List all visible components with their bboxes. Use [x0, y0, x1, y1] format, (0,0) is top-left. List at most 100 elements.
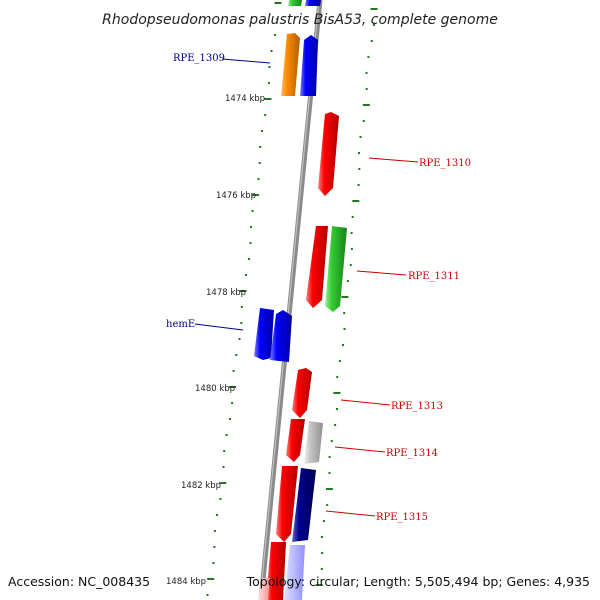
kbp-label: 1476 kbp	[216, 191, 256, 201]
gene-feature-red-bottom[interactable]	[266, 542, 286, 600]
gc-skew-mark	[328, 472, 331, 474]
gc-skew-mark	[315, 584, 323, 586]
gene-feature-heme-2[interactable]	[270, 310, 292, 362]
gc-skew-mark	[346, 280, 349, 282]
gc-skew-mark	[219, 498, 222, 500]
gc-skew-mark	[359, 136, 362, 138]
gc-skew-mark	[206, 594, 209, 596]
gc-skew-mark	[365, 72, 368, 74]
gc-skew-mark	[225, 434, 228, 436]
gc-skew-track-left	[206, 2, 282, 596]
gc-skew-mark	[207, 578, 215, 580]
gc-skew-mark	[259, 146, 262, 148]
gc-skew-mark	[350, 248, 353, 250]
gc-skew-mark	[229, 386, 237, 388]
gc-skew-mark	[321, 536, 323, 538]
gc-skew-mark	[365, 88, 368, 90]
gc-skew-mark	[274, 2, 282, 4]
gc-skew-mark	[232, 370, 235, 372]
gene-label-rpe-1309[interactable]: RPE_1309	[173, 53, 225, 64]
gene-feature-palered-bottom[interactable]	[258, 578, 270, 600]
gc-skew-mark	[338, 360, 341, 362]
gc-skew-mark	[330, 440, 333, 442]
gene-feature-red-1311a[interactable]	[306, 226, 328, 308]
kbp-label: 1484 kbp	[166, 577, 206, 587]
gc-skew-mark	[244, 274, 247, 276]
gc-skew-mark	[229, 418, 231, 420]
gc-skew-mark	[213, 530, 216, 532]
accession-text: Accession: NC_008435	[8, 574, 150, 589]
genome-backbone	[258, 0, 323, 600]
gene-label-heme[interactable]: hemE	[166, 319, 195, 330]
gene-feature-rpe-1315[interactable]	[292, 468, 316, 542]
gc-skew-mark	[322, 520, 325, 522]
gene-label-rpe-1310[interactable]: RPE_1310	[419, 158, 471, 169]
kbp-label: 1474 kbp	[225, 94, 265, 104]
gc-skew-mark	[212, 562, 215, 564]
gc-skew-mark	[320, 568, 323, 570]
gc-skew-mark	[261, 130, 263, 132]
gc-skew-mark	[222, 466, 225, 468]
gc-skew-mark	[358, 152, 360, 154]
gc-skew-mark	[248, 258, 250, 260]
kbp-label: 1482 kbp	[181, 481, 221, 491]
gc-skew-mark	[273, 34, 276, 36]
gc-skew-mark	[257, 178, 260, 180]
gc-skew-mark	[240, 306, 243, 308]
gene-feature-rpe-1311[interactable]	[325, 226, 347, 312]
gene-feature-blue-top[interactable]	[305, 0, 321, 6]
gc-skew-mark	[352, 200, 360, 202]
gc-skew-mark	[264, 114, 267, 116]
gene-label-rpe-1315[interactable]: RPE_1315	[376, 512, 428, 523]
gene-label-rpe-1311[interactable]: RPE_1311	[408, 271, 460, 282]
gene-features	[254, 0, 347, 600]
gc-skew-mark	[341, 296, 349, 298]
genome-backbone-highlight	[259, 0, 320, 600]
kbp-labels: 1474 kbp 1476 kbp 1478 kbp 1480 kbp 1482…	[166, 94, 265, 587]
gc-skew-mark	[264, 98, 272, 100]
gc-skew-mark	[268, 66, 271, 68]
gene-feature-rpe-1309[interactable]	[281, 33, 300, 96]
gc-skew-mark	[370, 8, 378, 10]
gene-feature-green-top[interactable]	[288, 0, 302, 6]
gc-skew-mark	[362, 104, 370, 106]
gc-skew-mark	[328, 456, 331, 458]
gc-skew-mark	[372, 24, 375, 26]
gc-skew-mark	[270, 50, 273, 52]
genome-summary-text: Topology: circular; Length: 5,505,494 bp…	[246, 574, 590, 589]
gc-skew-mark	[334, 424, 337, 426]
gc-skew-mark	[351, 216, 354, 218]
gene-label-rpe-1314[interactable]: RPE_1314	[386, 448, 438, 459]
gc-skew-mark	[325, 488, 333, 490]
gc-skew-mark	[235, 354, 238, 356]
gene-label-leaders	[194, 58, 419, 517]
gc-skew-mark	[267, 82, 270, 84]
gene-label-rpe-1313[interactable]: RPE_1313	[391, 401, 443, 412]
gc-skew-mark	[336, 376, 339, 378]
map-title: Rhodopseudomonas palustris BisA53, compl…	[102, 12, 498, 28]
gc-skew-mark	[276, 18, 279, 20]
gc-skew-mark	[358, 168, 361, 170]
gc-skew-mark	[326, 504, 329, 506]
gc-skew-mark	[333, 392, 341, 394]
gc-skew-mark	[336, 408, 338, 410]
gc-skew-mark	[251, 210, 254, 212]
gene-feature-heme-1[interactable]	[254, 308, 274, 360]
gc-skew-track-right	[315, 8, 378, 586]
gc-skew-mark	[252, 194, 260, 196]
gene-feature-paleblue-bottom[interactable]	[284, 545, 305, 600]
gc-skew-mark	[350, 232, 353, 234]
gene-feature-rpe-1314[interactable]	[304, 421, 323, 464]
gc-skew-mark	[219, 482, 227, 484]
gene-feature-rpe-1313[interactable]	[292, 368, 312, 418]
gc-skew-mark	[249, 242, 252, 244]
gc-skew-mark	[216, 514, 218, 516]
gene-feature-red-1315a[interactable]	[276, 466, 298, 542]
gc-skew-mark	[342, 344, 344, 346]
gene-feature-blue-1[interactable]	[300, 35, 318, 96]
gc-skew-mark	[240, 322, 243, 324]
gc-skew-mark	[349, 264, 352, 266]
gene-feature-rpe-1310[interactable]	[318, 112, 339, 196]
gene-feature-red-1314a[interactable]	[286, 419, 305, 462]
